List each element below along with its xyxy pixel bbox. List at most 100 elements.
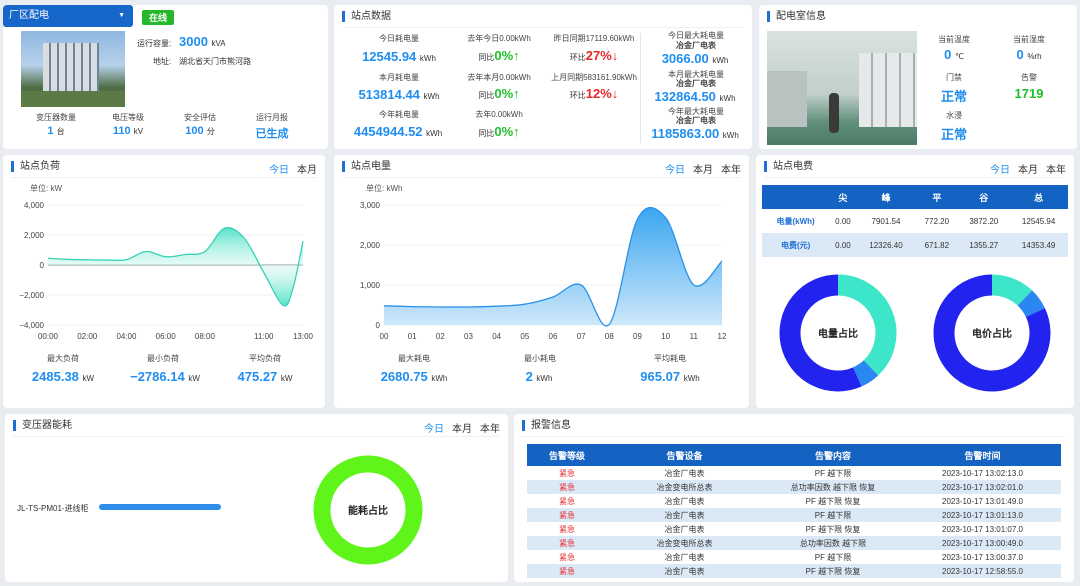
energy-share-donut-slice — [837, 274, 897, 376]
x-tick-label: 02 — [436, 332, 445, 341]
status-badge: 在线 — [142, 10, 175, 25]
alarm-level: 紧急 — [559, 510, 575, 520]
max-month-value: 132864.50 kWh — [654, 89, 736, 104]
address-label: 地址: — [153, 57, 172, 66]
tab-year[interactable]: 本年 — [1046, 165, 1066, 176]
table-header: 告警等级 告警设备 告警内容 告警时间 — [527, 444, 1061, 466]
arrow-up-icon: ↑ — [513, 124, 520, 139]
capacity-value: 3000 kVA — [179, 34, 226, 49]
yoy-year: 同比0%↑ — [478, 124, 520, 139]
column-header: 平 — [915, 185, 959, 209]
table-cell: 3872.20 — [969, 216, 999, 226]
alarm-panel: 报警信息 告警等级 告警设备 告警内容 告警时间 紧急 冶金厂电表 PF 越下限 2023-1… — [514, 414, 1074, 582]
max-today-site: 冶金厂电表 — [676, 41, 716, 50]
table-cell: 7901.54 — [871, 216, 901, 226]
y-tick-label: 3,000 — [360, 201, 381, 210]
year-label: 今年耗电量 — [379, 110, 419, 119]
energy-area — [384, 207, 722, 326]
table-cell: 0.00 — [835, 240, 851, 250]
tab-year[interactable]: 本年 — [721, 165, 741, 176]
stat-value: 110 kV — [112, 125, 144, 137]
table-row[interactable]: 紧急 冶金厂电表 PF 越下限 恢复 2023-10-17 12:58:55.0 — [527, 564, 1061, 578]
max-year-value: 1185863.00 kWh — [651, 126, 739, 141]
energy-line — [383, 206, 723, 327]
x-tick-label: 02:00 — [77, 332, 98, 341]
column-header: 谷 — [958, 185, 1010, 209]
table-row[interactable]: 紧急 冶金厂电表 PF 越下限 2023-10-17 13:02:13.0 — [527, 466, 1061, 480]
max-load-label: 最大负荷 — [47, 354, 79, 363]
panel-title: 站点数据 — [342, 11, 391, 22]
hum-value: 0 %rh — [1016, 47, 1042, 62]
energy-share-donut-slice — [852, 359, 879, 387]
tab-month[interactable]: 本月 — [297, 165, 317, 176]
avg-energy-value: 965.07 kWh — [640, 369, 700, 384]
table-cell: 冶金厂电表 — [664, 496, 705, 506]
table-row[interactable]: 紧急 冶金厂电表 PF 越下限 恢复 2023-10-17 13:01:49.0 — [527, 494, 1061, 508]
table-cell: 671.82 — [924, 240, 950, 250]
tab-today[interactable]: 今日 — [424, 424, 444, 435]
x-tick-label: 08 — [605, 332, 614, 341]
panel-title: 报警信息 — [522, 420, 571, 431]
energy-share-donut-slice — [779, 274, 862, 392]
y-tick-label: −2,000 — [19, 291, 44, 300]
stat-label: 运行月报 — [256, 113, 288, 122]
avg-load-label: 平均负荷 — [249, 354, 281, 363]
y-tick-label: −4,000 — [19, 321, 44, 330]
table-cell: 2023-10-17 13:02:13.0 — [942, 468, 1023, 478]
load-panel: 站点负荷 今日 本月 单位: kW 4,000 2,000 0 −2,000 −4,000 0… — [3, 155, 325, 408]
table-row[interactable]: 紧急 冶金变电所总表 总功率因数 越下限 恢复 2023-10-17 13:02:01… — [527, 480, 1061, 494]
tab-month[interactable]: 本月 — [452, 424, 472, 435]
table-cell: 12545.94 — [1021, 216, 1056, 226]
table-cell: 冶金厂电表 — [664, 552, 705, 562]
avg-energy-label: 平均耗电 — [654, 354, 686, 363]
y-axis-unit: 单位: kW — [30, 183, 62, 193]
min-load-value: −2786.14 kW — [130, 369, 200, 384]
table-header: 尖峰平谷总 — [762, 185, 1068, 209]
y-tick-label: 0 — [376, 321, 381, 330]
min-energy-value: 2 kWh — [525, 369, 553, 384]
fee-table: 尖峰平谷总电量(kWh) 0.00 7901.54 772.20 3872.20 1254… — [762, 185, 1068, 257]
tab-today[interactable]: 今日 — [990, 165, 1010, 176]
load-area — [48, 227, 303, 306]
month-value: 513814.44 kWh — [358, 87, 440, 102]
dod-value: 环比27%↓ — [569, 48, 619, 63]
table-cell: PF 越下限 恢复 — [805, 566, 861, 576]
table-cell: 2023-10-17 13:01:13.0 — [942, 510, 1023, 520]
alarm-level: 紧急 — [559, 496, 575, 506]
x-tick-label: 01 — [408, 332, 417, 341]
tab-today[interactable]: 今日 — [269, 165, 289, 176]
x-tick-label: 08:00 — [195, 332, 216, 341]
table-cell: 2023-10-17 13:01:07.0 — [942, 524, 1023, 534]
stat-label: 电压等级 — [112, 113, 144, 122]
table-cell: 12326.40 — [869, 240, 903, 250]
price-share-donut-slice — [1017, 290, 1045, 318]
energy-panel: 站点电量 今日 本月 本年 单位: kWh 3,000 2,000 1,000 0 00 01 0… — [334, 155, 749, 408]
x-tick-label: 00 — [380, 332, 389, 341]
table-cell: 冶金厂电表 — [664, 566, 705, 576]
column-header — [762, 185, 830, 209]
tab-month[interactable]: 本月 — [1018, 165, 1038, 176]
ly-year-label: 去年0.00kWh — [475, 110, 523, 119]
avg-load-value: 475.27 kW — [237, 369, 293, 384]
door-value: 正常 — [940, 89, 967, 104]
load-line — [47, 227, 304, 307]
table-cell: 2023-10-17 13:00:37.0 — [942, 552, 1023, 562]
tab-month[interactable]: 本月 — [693, 165, 713, 176]
room-panel: 配电室信息 当前温度 0 ℃ 当前湿度 0 %rh 门禁 正常 告警 1719 … — [759, 5, 1077, 149]
max-month-label: 本月最大耗电量 — [668, 70, 724, 79]
arrow-up-icon: ↑ — [513, 48, 520, 63]
table-row[interactable]: 紧急 冶金厂电表 PF 越下限 2023-10-17 13:01:13.0 — [527, 508, 1061, 522]
site-select[interactable]: 厂区配电 ▼ — [3, 5, 133, 27]
table-row[interactable]: 紧急 冶金厂电表 PF 越下限 2023-10-17 13:00:37.0 — [527, 550, 1061, 564]
stat-value: 100 分 — [185, 125, 215, 137]
table-cell: PF 越下限 — [814, 468, 852, 478]
table-cell: 2023-10-17 13:00:49.0 — [942, 538, 1023, 548]
y-tick-label: 4,000 — [24, 201, 45, 210]
column-header: 告警内容 — [762, 444, 904, 466]
x-tick-label: 00:00 — [38, 332, 59, 341]
table-row[interactable]: 紧急 冶金变电所总表 总功率因数 越下限 2023-10-17 13:00:49.0 — [527, 536, 1061, 550]
tab-today[interactable]: 今日 — [665, 165, 685, 176]
x-tick-label: 03 — [464, 332, 473, 341]
table-row[interactable]: 紧急 冶金厂电表 PF 越下限 恢复 2023-10-17 13:01:07.0 — [527, 522, 1061, 536]
tab-year[interactable]: 本年 — [480, 424, 500, 435]
